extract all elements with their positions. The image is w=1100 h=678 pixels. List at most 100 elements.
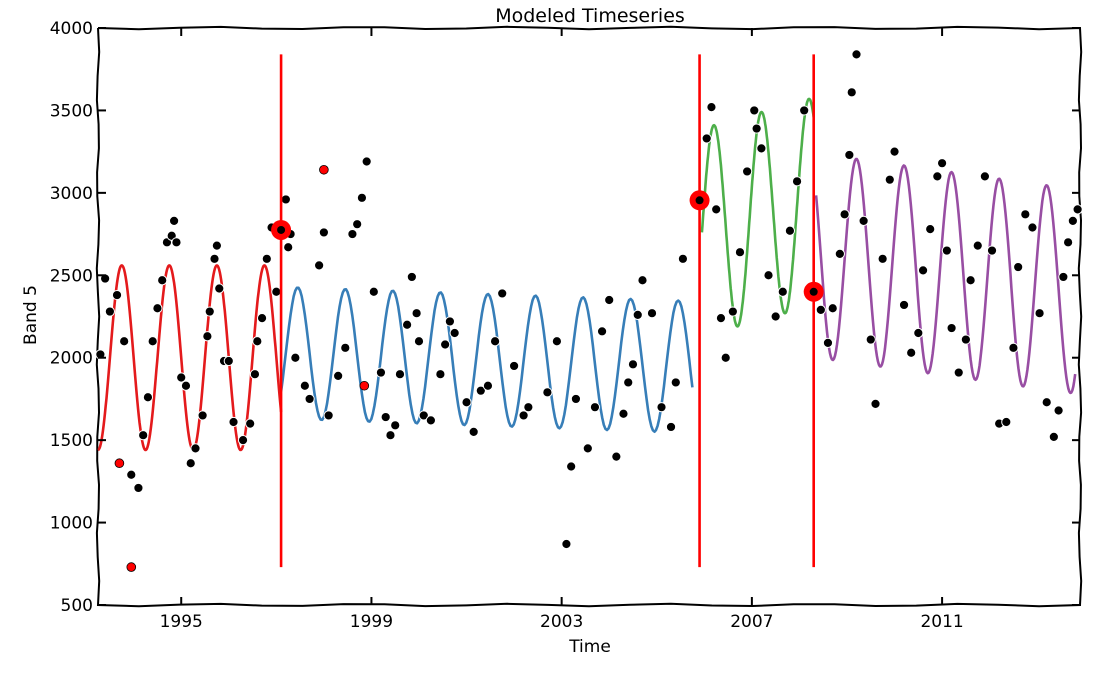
observation-point <box>913 327 924 339</box>
observation-point <box>884 174 895 185</box>
observation-point <box>632 309 643 320</box>
observation-point <box>551 336 563 347</box>
observation-point <box>356 192 368 203</box>
observation-point <box>314 260 325 271</box>
observation-point <box>375 367 387 378</box>
observation-point <box>1058 271 1069 283</box>
observation-point <box>827 303 838 314</box>
observation-point <box>979 171 990 182</box>
observation-point <box>1034 308 1045 319</box>
x-tick-label: 2011 <box>920 612 963 632</box>
x-tick-label: 1999 <box>350 612 393 632</box>
observation-point <box>435 369 446 380</box>
observation-point <box>152 303 163 314</box>
observation-point <box>851 49 862 60</box>
outlier-point <box>114 458 125 469</box>
observation-point <box>925 224 936 235</box>
observation-point <box>347 228 358 240</box>
observation-point <box>941 245 952 256</box>
y-tick-label: 4000 <box>50 19 93 39</box>
observation-point <box>670 377 681 388</box>
observation-point <box>566 461 577 472</box>
observation-point <box>756 143 767 154</box>
observation-point <box>972 240 983 251</box>
observation-point <box>280 194 291 205</box>
x-tick-label: 1995 <box>160 612 203 632</box>
observation-point <box>197 410 208 421</box>
observation-point <box>104 306 115 317</box>
observation-point <box>706 102 717 113</box>
observation-point <box>237 435 249 446</box>
x-axis-ticks: 1995 1999 2003 2007 2011 <box>160 28 964 632</box>
observation-point <box>418 410 429 421</box>
observation-point <box>677 253 689 264</box>
observation-point <box>171 237 182 248</box>
observation-point <box>777 286 788 297</box>
observation-point <box>176 372 187 383</box>
observation-point <box>742 166 753 177</box>
observation-point <box>720 352 731 363</box>
observation-point <box>932 171 943 182</box>
observation-point <box>623 377 634 388</box>
observation-point <box>394 369 406 380</box>
outlier-point <box>126 562 137 572</box>
y-tick-label: 1500 <box>50 431 93 451</box>
observation-point <box>168 215 180 226</box>
observation-point <box>214 283 225 294</box>
observation-point <box>1067 215 1078 226</box>
observation-point <box>352 219 363 230</box>
observation-point <box>256 313 268 324</box>
observation-point <box>249 369 261 380</box>
observation-point <box>142 392 154 403</box>
observation-point <box>822 337 834 348</box>
observation-point <box>202 331 213 342</box>
observation-point <box>523 402 534 413</box>
observation-point <box>858 215 869 226</box>
observation-point <box>917 265 929 276</box>
observation-point <box>784 225 796 236</box>
observation-point <box>701 133 712 144</box>
observation-point <box>791 176 803 187</box>
observation-point <box>1027 222 1038 233</box>
observation-point <box>261 253 272 264</box>
observation-point <box>1008 342 1019 353</box>
observation-point <box>228 416 239 428</box>
observation-point <box>570 393 582 405</box>
observation-point <box>582 443 593 454</box>
observation-point <box>425 415 436 426</box>
observation-point <box>965 275 976 286</box>
observation-point <box>751 123 762 134</box>
observation-point <box>271 286 282 297</box>
y-tick-label: 3500 <box>50 101 93 121</box>
observation-point <box>589 402 601 413</box>
observation-point <box>138 430 149 441</box>
break-marker-center-2 <box>695 196 704 205</box>
observation-point <box>318 227 329 238</box>
observation-point <box>611 451 622 462</box>
x-tick-label: 2007 <box>730 612 773 632</box>
observation-point <box>211 240 222 251</box>
observation-point <box>361 156 372 167</box>
observation-point <box>1013 261 1024 273</box>
observation-point <box>1053 405 1064 416</box>
series-line-1 <box>97 264 283 452</box>
observation-point <box>656 402 667 413</box>
observation-point <box>953 367 964 378</box>
observation-point <box>1048 431 1059 442</box>
observation-point <box>618 408 629 419</box>
y-tick-label: 500 <box>61 596 93 616</box>
x-tick-label: 2003 <box>540 612 583 632</box>
x-axis-title: Time <box>568 637 611 657</box>
observation-point <box>715 313 727 324</box>
observation-point <box>126 469 137 480</box>
observation-point <box>870 398 881 409</box>
observation-point <box>627 359 639 370</box>
observation-point <box>1020 209 1031 220</box>
break-lines <box>271 54 824 568</box>
observation-point <box>877 253 888 264</box>
outlier-point <box>319 164 329 175</box>
observation-point <box>180 380 192 391</box>
series-lines <box>97 97 1077 452</box>
observation-point <box>133 482 144 494</box>
